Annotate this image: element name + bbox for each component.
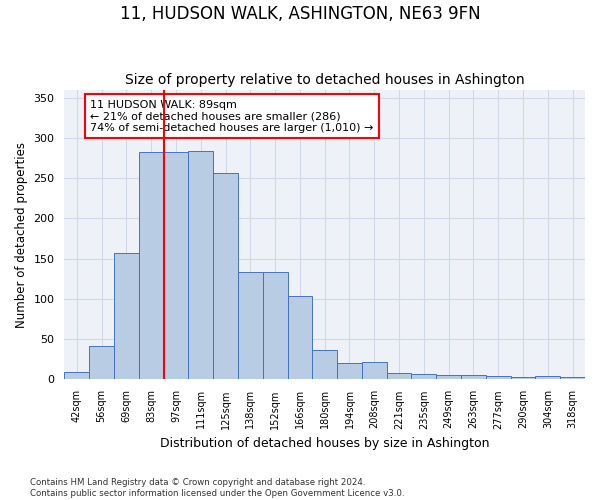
Bar	[164, 152, 188, 380]
Title: Size of property relative to detached houses in Ashington: Size of property relative to detached ho…	[125, 73, 524, 87]
Bar	[114, 253, 139, 380]
Text: 11 HUDSON WALK: 89sqm
← 21% of detached houses are smaller (286)
74% of semi-det: 11 HUDSON WALK: 89sqm ← 21% of detached …	[91, 100, 374, 133]
Bar	[511, 377, 535, 380]
Bar	[89, 346, 114, 380]
Bar	[486, 376, 511, 380]
Bar	[287, 296, 313, 380]
Text: 11, HUDSON WALK, ASHINGTON, NE63 9FN: 11, HUDSON WALK, ASHINGTON, NE63 9FN	[119, 5, 481, 23]
Bar	[238, 272, 263, 380]
Bar	[560, 377, 585, 380]
Bar	[535, 376, 560, 380]
Bar	[362, 362, 386, 380]
Bar	[386, 373, 412, 380]
Y-axis label: Number of detached properties: Number of detached properties	[15, 142, 28, 328]
Bar	[263, 272, 287, 380]
Bar	[461, 376, 486, 380]
Bar	[313, 350, 337, 380]
Bar	[213, 174, 238, 380]
Bar	[64, 372, 89, 380]
Bar	[188, 151, 213, 380]
Bar	[412, 374, 436, 380]
X-axis label: Distribution of detached houses by size in Ashington: Distribution of detached houses by size …	[160, 437, 490, 450]
Text: Contains HM Land Registry data © Crown copyright and database right 2024.
Contai: Contains HM Land Registry data © Crown c…	[30, 478, 404, 498]
Bar	[436, 374, 461, 380]
Bar	[337, 362, 362, 380]
Bar	[139, 152, 164, 380]
